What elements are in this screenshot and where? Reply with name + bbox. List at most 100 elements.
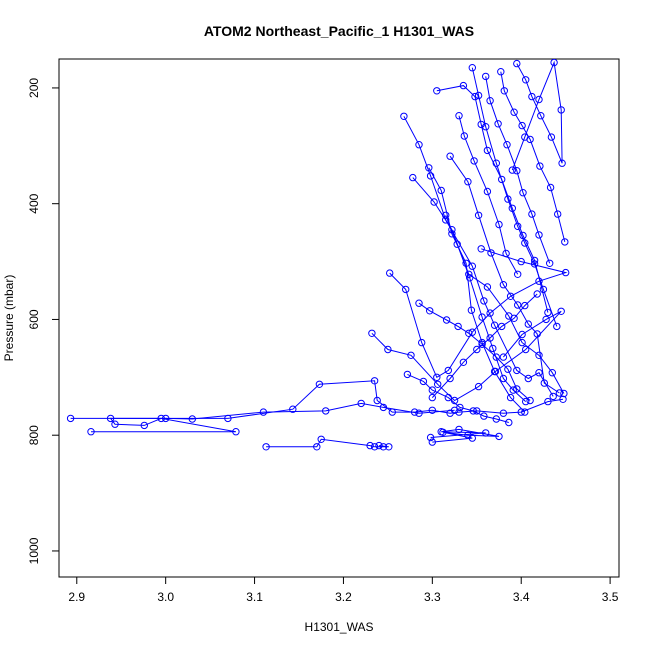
data-point <box>466 274 474 282</box>
data-point <box>425 164 433 172</box>
series-line-11 <box>471 67 558 327</box>
data-point <box>513 59 521 68</box>
data-point <box>313 443 321 451</box>
data-point <box>66 414 75 423</box>
data-point <box>546 259 554 267</box>
data-point <box>465 329 473 337</box>
data-point <box>486 309 494 317</box>
data-point <box>384 345 392 354</box>
data-point <box>474 91 483 100</box>
x-axis: 2.9 3.0 3.1 3.2 3.3 3.4 3.5 <box>68 576 619 604</box>
data-point <box>480 412 488 420</box>
data-point <box>442 216 450 224</box>
data-point <box>521 301 529 310</box>
data-point <box>503 141 511 149</box>
data-point <box>519 189 527 197</box>
data-point <box>157 414 165 423</box>
data-point <box>495 432 503 441</box>
data-point <box>524 374 532 383</box>
data-point <box>508 204 516 213</box>
data-point <box>530 256 539 265</box>
data-point <box>508 166 516 174</box>
data-point <box>428 386 436 394</box>
data-markers-layer <box>66 59 570 451</box>
data-point <box>546 183 555 192</box>
data-point <box>262 443 270 451</box>
y-axis: 200 400 600 800 1000 <box>27 78 60 564</box>
data-point <box>375 441 383 450</box>
data-point <box>455 408 463 416</box>
data-point <box>502 249 510 258</box>
data-point <box>473 407 481 415</box>
data-point <box>437 186 445 195</box>
data-point <box>509 386 517 394</box>
data-point <box>536 162 544 170</box>
data-point <box>528 210 536 218</box>
data-point <box>498 175 506 184</box>
series-line-14 <box>511 60 563 171</box>
data-point <box>492 415 500 423</box>
data-point <box>386 269 394 277</box>
data-point <box>513 366 521 375</box>
data-point <box>460 132 468 140</box>
data-point <box>535 369 543 377</box>
data-point <box>448 230 456 238</box>
data-point <box>557 106 565 114</box>
data-point <box>482 429 490 437</box>
data-point <box>553 322 561 331</box>
data-point <box>315 380 324 388</box>
data-point <box>548 369 556 377</box>
data-point <box>462 259 470 267</box>
series-line-2 <box>91 402 455 433</box>
data-point <box>418 338 426 347</box>
data-point <box>469 407 477 415</box>
data-point <box>428 406 436 414</box>
data-point <box>111 420 119 428</box>
data-point <box>560 389 568 398</box>
data-point <box>539 285 548 294</box>
data-point <box>513 385 521 393</box>
data-point <box>506 393 515 402</box>
data-point <box>535 277 543 285</box>
data-point <box>470 157 478 165</box>
series-line-13 <box>500 71 566 243</box>
data-point <box>442 211 450 220</box>
data-point <box>403 370 412 379</box>
data-point <box>550 59 558 67</box>
data-point <box>499 281 508 289</box>
series-line-18 <box>431 293 538 398</box>
data-point <box>415 299 423 307</box>
data-point <box>506 292 515 300</box>
data-point <box>224 414 232 423</box>
data-point <box>518 330 526 339</box>
data-point <box>188 415 197 423</box>
data-point <box>547 133 556 141</box>
data-point <box>471 92 479 101</box>
data-point <box>537 112 545 120</box>
data-point <box>544 308 552 317</box>
data-point <box>521 133 529 141</box>
data-point <box>504 365 512 373</box>
data-point <box>464 431 472 439</box>
data-point <box>533 330 541 338</box>
data-point <box>487 249 495 257</box>
y-tick-label: 800 <box>27 425 41 445</box>
data-point <box>478 313 486 321</box>
data-point <box>410 408 419 416</box>
data-point <box>430 198 438 206</box>
data-point <box>468 328 476 336</box>
data-point <box>526 396 534 405</box>
data-point <box>528 92 536 101</box>
data-point <box>370 377 379 385</box>
data-point <box>533 290 541 298</box>
data-point <box>519 231 527 240</box>
x-tick-label: 3.0 <box>157 590 174 604</box>
data-point <box>535 95 543 104</box>
data-point <box>373 396 381 405</box>
data-point <box>402 285 410 294</box>
data-point <box>561 238 569 246</box>
data-point <box>366 441 374 450</box>
series-line-10 <box>449 155 560 394</box>
data-point <box>518 338 526 347</box>
data-point <box>400 112 408 121</box>
